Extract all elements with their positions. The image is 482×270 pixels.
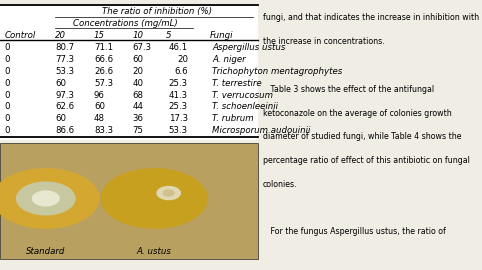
- Circle shape: [163, 190, 174, 196]
- Text: 17.3: 17.3: [169, 114, 188, 123]
- Bar: [0, 143, 258, 259]
- Text: 0: 0: [5, 43, 10, 52]
- Text: Trichophyton mentagrophytes: Trichophyton mentagrophytes: [212, 67, 342, 76]
- Text: 57.3: 57.3: [94, 79, 113, 87]
- Text: 0: 0: [5, 67, 10, 76]
- Text: 86.6: 86.6: [55, 126, 75, 135]
- Text: 77.3: 77.3: [55, 55, 75, 64]
- Text: 20: 20: [133, 67, 144, 76]
- Text: A. niger: A. niger: [212, 55, 246, 64]
- Text: diameter of studied fungi, while Table 4 shows the: diameter of studied fungi, while Table 4…: [263, 132, 461, 141]
- Text: The ratio of inhibition (%): The ratio of inhibition (%): [102, 7, 212, 16]
- Text: 60: 60: [94, 102, 105, 112]
- Text: colonies.: colonies.: [263, 180, 297, 189]
- Text: 0: 0: [5, 90, 10, 100]
- Circle shape: [16, 182, 75, 215]
- Text: Standard: Standard: [26, 248, 66, 256]
- Text: 53.3: 53.3: [169, 126, 188, 135]
- Text: the increase in concentrations.: the increase in concentrations.: [263, 37, 385, 46]
- Text: 20: 20: [177, 55, 188, 64]
- Text: Concentrations (mg/mL): Concentrations (mg/mL): [73, 19, 178, 28]
- Text: 53.3: 53.3: [55, 67, 75, 76]
- Circle shape: [0, 169, 99, 228]
- Text: 40: 40: [133, 79, 144, 87]
- Text: 5: 5: [166, 31, 172, 40]
- Text: Fungi: Fungi: [210, 31, 233, 40]
- Text: T. schoenleeinii: T. schoenleeinii: [212, 102, 278, 112]
- Text: 96: 96: [94, 90, 105, 100]
- Text: Table 3 shows the effect of the antifungal: Table 3 shows the effect of the antifung…: [263, 85, 434, 94]
- Text: Aspergillus ustus: Aspergillus ustus: [212, 43, 285, 52]
- Text: 60: 60: [55, 114, 67, 123]
- Text: T. terrestire: T. terrestire: [212, 79, 262, 87]
- Text: 0: 0: [5, 102, 10, 112]
- Text: 36: 36: [133, 114, 144, 123]
- Text: 0: 0: [5, 114, 10, 123]
- Text: 80.7: 80.7: [55, 43, 75, 52]
- Text: 75: 75: [133, 126, 144, 135]
- Text: 0: 0: [5, 55, 10, 64]
- Text: 25.3: 25.3: [169, 102, 188, 112]
- Text: 0: 0: [5, 126, 10, 135]
- Text: T. verrucosum: T. verrucosum: [212, 90, 273, 100]
- Text: 67.3: 67.3: [133, 43, 152, 52]
- Text: 20: 20: [55, 31, 67, 40]
- Text: 62.6: 62.6: [55, 102, 75, 112]
- Text: A. ustus: A. ustus: [137, 248, 172, 256]
- Text: 44: 44: [133, 102, 144, 112]
- Text: 15: 15: [94, 31, 105, 40]
- Text: fungi, and that indicates the increase in inhibition with: fungi, and that indicates the increase i…: [263, 14, 479, 22]
- Text: 66.6: 66.6: [94, 55, 113, 64]
- Circle shape: [32, 191, 59, 206]
- Text: 26.6: 26.6: [94, 67, 113, 76]
- Text: 68: 68: [133, 90, 144, 100]
- Text: Microsporum audouinii: Microsporum audouinii: [212, 126, 310, 135]
- Text: 46.1: 46.1: [169, 43, 188, 52]
- Text: 71.1: 71.1: [94, 43, 113, 52]
- Text: 97.3: 97.3: [55, 90, 74, 100]
- Text: 60: 60: [55, 79, 67, 87]
- Text: 6.6: 6.6: [174, 67, 188, 76]
- Circle shape: [157, 187, 180, 200]
- Text: 10: 10: [133, 31, 144, 40]
- Bar: [0, 5, 258, 140]
- Text: ketoconazole on the average of colonies growth: ketoconazole on the average of colonies …: [263, 109, 452, 117]
- Text: 0: 0: [5, 79, 10, 87]
- Text: 83.3: 83.3: [94, 126, 113, 135]
- Text: Control: Control: [5, 31, 36, 40]
- Text: 60: 60: [133, 55, 144, 64]
- Text: 41.3: 41.3: [169, 90, 188, 100]
- Text: percentage ratio of effect of this antibiotic on fungal: percentage ratio of effect of this antib…: [263, 156, 469, 165]
- Text: 25.3: 25.3: [169, 79, 188, 87]
- Circle shape: [101, 169, 207, 228]
- Text: For the fungus Aspergillus ustus, the ratio of: For the fungus Aspergillus ustus, the ra…: [263, 227, 445, 236]
- Text: T. rubrum: T. rubrum: [212, 114, 254, 123]
- Text: 48: 48: [94, 114, 105, 123]
